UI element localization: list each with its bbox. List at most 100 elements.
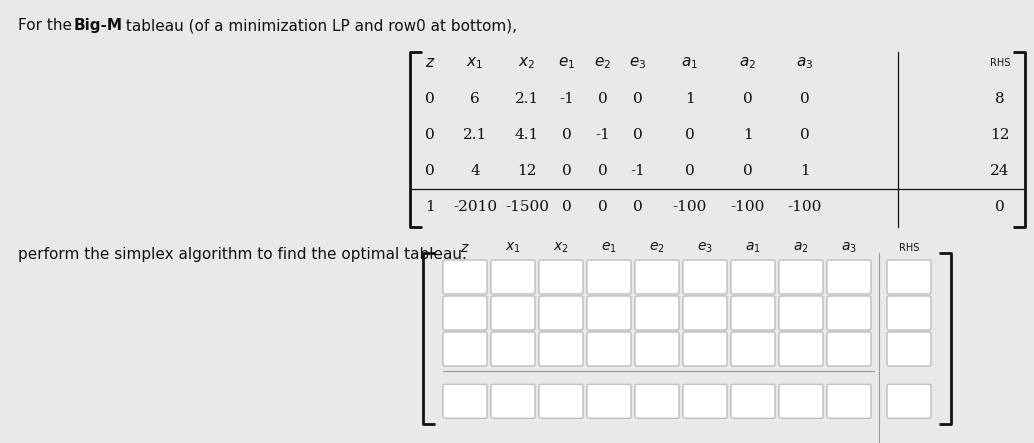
FancyBboxPatch shape [683,296,727,330]
Text: -100: -100 [673,200,707,214]
Text: $x_2$: $x_2$ [518,55,536,71]
FancyBboxPatch shape [491,260,535,294]
FancyBboxPatch shape [683,332,727,366]
Text: $a_3$: $a_3$ [841,241,857,255]
Text: 6: 6 [470,92,480,106]
Text: 24: 24 [991,164,1010,178]
Text: $e_1$: $e_1$ [558,55,576,71]
Text: 8: 8 [995,92,1005,106]
FancyBboxPatch shape [491,296,535,330]
FancyBboxPatch shape [587,296,631,330]
Text: $x_1$: $x_1$ [466,55,484,71]
FancyBboxPatch shape [539,384,583,418]
Text: -1: -1 [559,92,575,106]
Text: $z$: $z$ [460,241,469,255]
Text: -1: -1 [631,164,645,178]
Text: $e_3$: $e_3$ [697,241,713,255]
Text: 0: 0 [598,164,608,178]
FancyBboxPatch shape [683,260,727,294]
Text: -2010: -2010 [453,200,497,214]
Text: 0: 0 [633,200,643,214]
FancyBboxPatch shape [731,384,776,418]
FancyBboxPatch shape [779,296,823,330]
Text: RHS: RHS [899,243,919,253]
FancyBboxPatch shape [779,332,823,366]
Text: Big-M: Big-M [74,18,123,33]
Text: tableau (of a minimization LP and row0 at bottom),: tableau (of a minimization LP and row0 a… [121,18,517,33]
Text: 0: 0 [633,128,643,142]
Text: $a_3$: $a_3$ [796,55,814,71]
FancyBboxPatch shape [539,332,583,366]
FancyBboxPatch shape [731,332,776,366]
Text: $e_2$: $e_2$ [595,55,611,71]
FancyBboxPatch shape [827,296,871,330]
FancyBboxPatch shape [491,384,535,418]
Text: 0: 0 [995,200,1005,214]
Text: 0: 0 [562,200,572,214]
FancyBboxPatch shape [887,260,931,294]
Text: 0: 0 [598,200,608,214]
Text: 4: 4 [470,164,480,178]
FancyBboxPatch shape [731,296,776,330]
Text: -100: -100 [731,200,765,214]
Text: $a_2$: $a_2$ [739,55,757,71]
Text: 1: 1 [425,200,435,214]
Text: 1: 1 [800,164,810,178]
Text: $a_1$: $a_1$ [746,241,761,255]
Text: 0: 0 [425,164,435,178]
FancyBboxPatch shape [635,296,679,330]
Text: 4.1: 4.1 [515,128,539,142]
FancyBboxPatch shape [779,384,823,418]
Text: 0: 0 [598,92,608,106]
FancyBboxPatch shape [443,332,487,366]
Text: 0: 0 [425,92,435,106]
Text: -1500: -1500 [505,200,549,214]
Text: 0: 0 [743,92,753,106]
Text: 0: 0 [562,128,572,142]
FancyBboxPatch shape [443,384,487,418]
Text: 0: 0 [800,92,810,106]
FancyBboxPatch shape [887,332,931,366]
FancyBboxPatch shape [587,384,631,418]
FancyBboxPatch shape [443,260,487,294]
FancyBboxPatch shape [635,384,679,418]
FancyBboxPatch shape [635,332,679,366]
Text: 12: 12 [991,128,1010,142]
FancyBboxPatch shape [587,332,631,366]
Text: 0: 0 [633,92,643,106]
FancyBboxPatch shape [731,260,776,294]
FancyBboxPatch shape [779,260,823,294]
Text: 0: 0 [686,164,695,178]
Text: 0: 0 [562,164,572,178]
Text: perform the simplex algorithm to find the optimal tableau.: perform the simplex algorithm to find th… [18,247,467,262]
Text: 1: 1 [743,128,753,142]
FancyBboxPatch shape [887,296,931,330]
FancyBboxPatch shape [587,260,631,294]
Text: 2.1: 2.1 [515,92,539,106]
Text: $a_2$: $a_2$ [793,241,809,255]
Text: 0: 0 [800,128,810,142]
Text: $e_2$: $e_2$ [649,241,665,255]
Text: 2.1: 2.1 [463,128,487,142]
FancyBboxPatch shape [635,260,679,294]
Text: $z$: $z$ [425,56,435,70]
Text: $e_1$: $e_1$ [601,241,617,255]
Text: $x_2$: $x_2$ [553,241,569,255]
Text: RHS: RHS [990,58,1010,68]
Text: $x_1$: $x_1$ [505,241,521,255]
FancyBboxPatch shape [887,384,931,418]
Text: 12: 12 [517,164,537,178]
FancyBboxPatch shape [491,332,535,366]
FancyBboxPatch shape [539,296,583,330]
FancyBboxPatch shape [827,260,871,294]
Text: 0: 0 [425,128,435,142]
FancyBboxPatch shape [827,332,871,366]
Text: $e_3$: $e_3$ [630,55,646,71]
Text: -1: -1 [596,128,610,142]
Text: For the: For the [18,18,77,33]
Text: 0: 0 [686,128,695,142]
Text: 0: 0 [743,164,753,178]
Text: -100: -100 [788,200,822,214]
FancyBboxPatch shape [683,384,727,418]
FancyBboxPatch shape [443,296,487,330]
